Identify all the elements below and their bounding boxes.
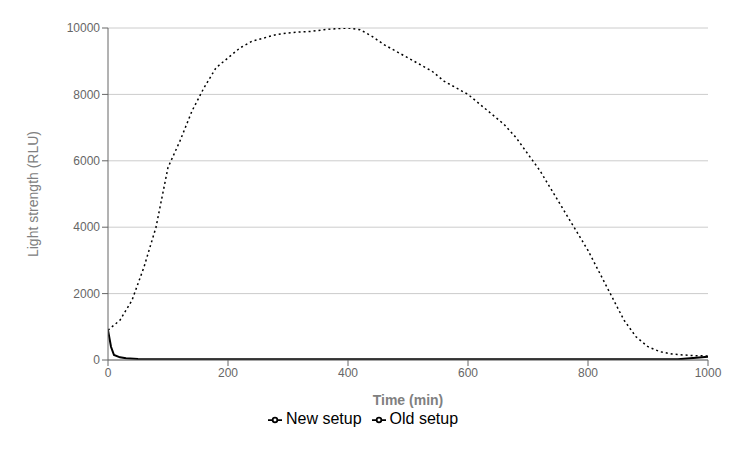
svg-text:2000: 2000: [73, 287, 100, 301]
svg-text:4000: 4000: [73, 220, 100, 234]
svg-text:600: 600: [458, 366, 478, 380]
html-text:New setup: New setup: [286, 410, 362, 427]
svg-text:0: 0: [105, 366, 112, 380]
svg-text:8000: 8000: [73, 88, 100, 102]
svg-text:10000: 10000: [67, 21, 101, 35]
svg-text:0: 0: [93, 353, 100, 367]
svg-text:6000: 6000: [73, 154, 100, 168]
svg-text:Time (min): Time (min): [373, 392, 444, 408]
html-text:Old setup: Old setup: [389, 410, 458, 427]
svg-text:200: 200: [218, 366, 238, 380]
svg-text:Light strength (RLU): Light strength (RLU): [25, 131, 41, 257]
svg-text:1000: 1000: [695, 366, 722, 380]
svg-text:400: 400: [338, 366, 358, 380]
svg-text:800: 800: [578, 366, 598, 380]
